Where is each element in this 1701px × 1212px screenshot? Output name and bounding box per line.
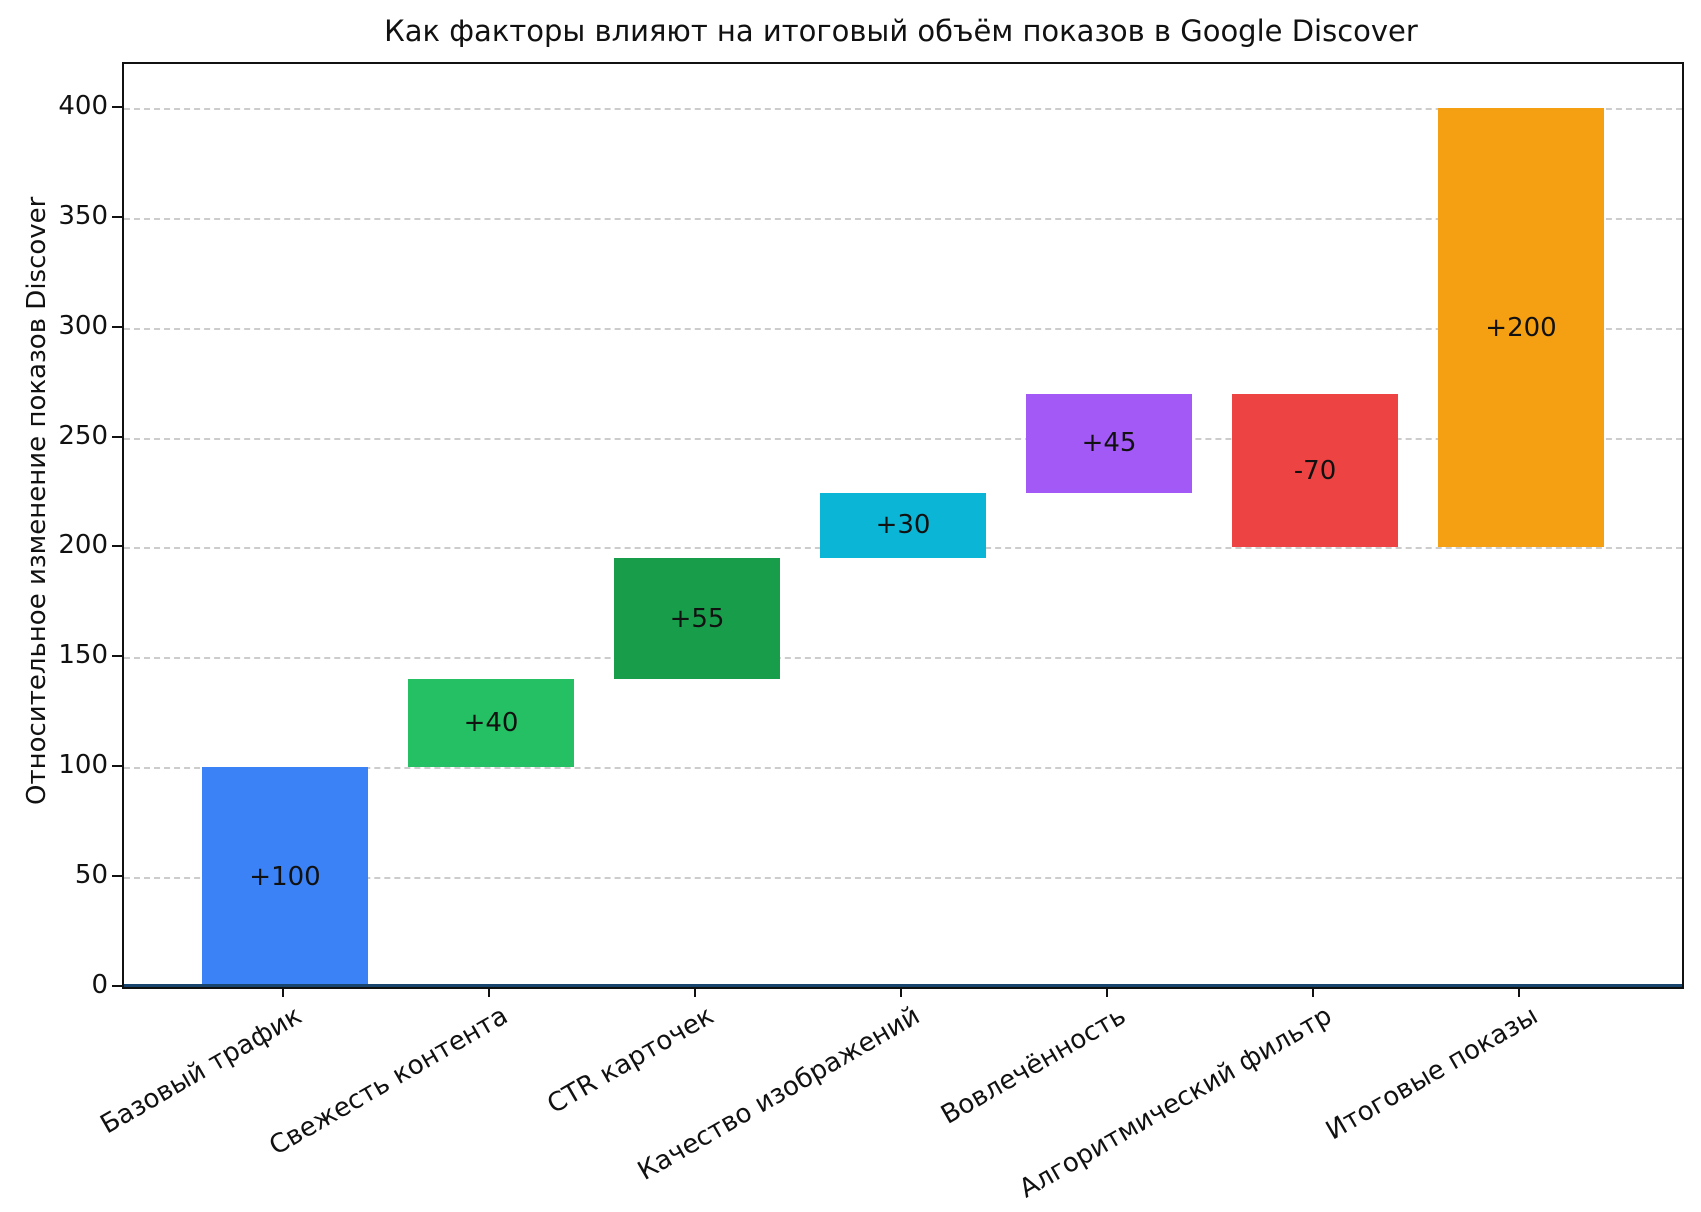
y-tick-label-200: 200 — [58, 530, 108, 561]
waterfall-bar-5: +45 — [1026, 393, 1192, 493]
waterfall-bar-3: +55 — [614, 558, 780, 680]
y-tick-label-400: 400 — [58, 90, 108, 121]
x-tick-label-1: Базовый трафик — [95, 1000, 307, 1141]
y-tick-mark — [112, 765, 122, 768]
y-tick-mark — [112, 875, 122, 878]
bar-value-label: +200 — [1485, 312, 1557, 343]
waterfall-bar-2: +40 — [408, 679, 574, 768]
y-tick-mark — [112, 105, 122, 108]
waterfall-bar-7: +200 — [1438, 107, 1604, 548]
x-tick-mark — [1312, 987, 1314, 997]
x-tick-mark — [1106, 987, 1108, 997]
plot-area: +100 +40 +55 +30 +45 -70 +200 — [122, 62, 1684, 989]
waterfall-bar-6: -70 — [1232, 393, 1398, 548]
gridline-250 — [124, 437, 1682, 440]
gridline-300 — [124, 327, 1682, 330]
gridline-100 — [124, 767, 1682, 770]
zero-line — [124, 984, 1682, 987]
y-tick-label-100: 100 — [58, 750, 108, 781]
y-tick-mark — [112, 435, 122, 438]
y-tick-label-50: 50 — [74, 860, 108, 891]
chart-title: Как факторы влияют на итоговый объём пок… — [384, 14, 1418, 48]
y-tick-label-150: 150 — [58, 640, 108, 671]
gridline-150 — [124, 657, 1682, 660]
x-tick-mark — [900, 987, 902, 997]
bar-value-label: +55 — [669, 603, 725, 634]
y-tick-mark — [112, 545, 122, 548]
y-tick-label-0: 0 — [91, 970, 108, 1000]
x-tick-mark — [488, 987, 490, 997]
bar-value-label: +100 — [249, 862, 321, 893]
y-tick-label-350: 350 — [58, 200, 108, 231]
bar-value-label: +40 — [463, 708, 519, 739]
y-tick-mark — [112, 985, 122, 987]
y-tick-label-250: 250 — [58, 420, 108, 451]
x-tick-mark — [694, 987, 696, 997]
bar-value-label: +30 — [875, 510, 931, 541]
gridline-50 — [124, 877, 1682, 880]
gridline-350 — [124, 217, 1682, 220]
y-tick-mark — [112, 655, 122, 658]
x-tick-mark — [282, 987, 284, 997]
waterfall-bar-1: +100 — [202, 767, 368, 987]
gridline-400 — [124, 107, 1682, 110]
y-tick-label-300: 300 — [58, 310, 108, 341]
bar-value-label: -70 — [1293, 455, 1337, 486]
x-tick-mark — [1518, 987, 1520, 997]
bar-value-label: +45 — [1081, 428, 1137, 459]
waterfall-bar-4: +30 — [820, 492, 986, 559]
y-tick-mark — [112, 325, 122, 328]
y-tick-mark — [112, 215, 122, 218]
